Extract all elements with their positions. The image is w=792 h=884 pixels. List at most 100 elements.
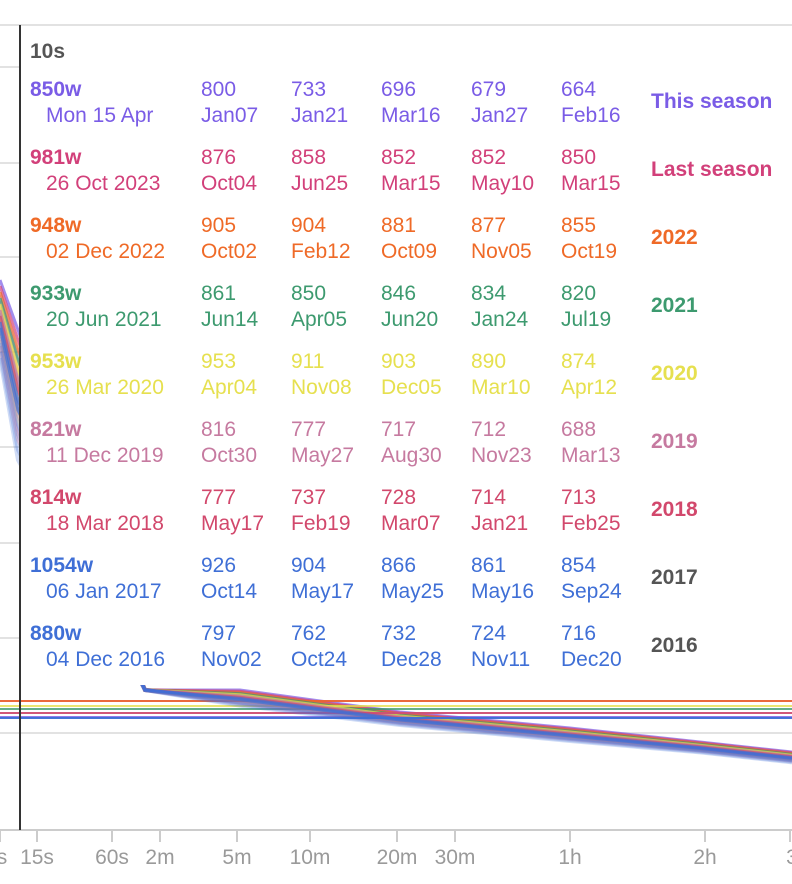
tooltip-row: 933w 20 Jun 2021 861 Jun14 850 Apr05 846…	[21, 281, 792, 341]
effort-date: Mar10	[471, 376, 531, 399]
effort-date: Oct19	[561, 240, 618, 263]
best-date: 20 Jun 2021	[46, 308, 162, 331]
effort-date: Oct30	[201, 444, 258, 467]
effort-value: 861	[201, 282, 237, 305]
effort: 737 Feb19	[291, 485, 351, 537]
effort-value: 712	[471, 418, 507, 441]
effort-value: 852	[381, 146, 417, 169]
best-date: 26 Mar 2020	[46, 376, 164, 399]
effort: 820 Jul19	[561, 281, 611, 333]
tooltip-row: 850w Mon 15 Apr 800 Jan07 733 Jan21 696 …	[21, 77, 792, 137]
effort: 953 Apr04	[201, 349, 257, 401]
effort-date: Jan21	[291, 104, 349, 127]
effort: 850 Mar15	[561, 145, 621, 197]
effort-date: Nov02	[201, 648, 262, 671]
x-tick-label: 1h	[558, 846, 582, 869]
effort-date: Dec05	[381, 376, 442, 399]
effort-value: 762	[291, 622, 327, 645]
effort-value: 724	[471, 622, 507, 645]
effort-value: 728	[381, 486, 417, 509]
effort-date: Mar13	[561, 444, 621, 467]
effort: 890 Mar10	[471, 349, 531, 401]
series-label: 2022	[651, 226, 698, 249]
best-effort: 821w 11 Dec 2019	[30, 417, 164, 469]
effort: 852 May10	[471, 145, 534, 197]
effort-date: Jul19	[561, 308, 612, 331]
effort-value: 797	[201, 622, 237, 645]
effort-date: Jun14	[201, 308, 259, 331]
effort-date: Oct02	[201, 240, 258, 263]
x-tick-label: 2m	[145, 846, 175, 869]
best-effort: 948w 02 Dec 2022	[30, 213, 165, 265]
effort: 861 May16	[471, 553, 534, 605]
series-label: 2018	[651, 498, 698, 521]
best-value: 814w	[30, 486, 82, 509]
series-label: 2021	[651, 294, 698, 317]
effort-date: May17	[201, 512, 265, 535]
x-tick-label: 30m	[434, 846, 476, 869]
effort-date: May27	[291, 444, 355, 467]
effort: 903 Dec05	[381, 349, 442, 401]
x-tick-label: 5m	[222, 846, 252, 869]
best-value: 1054w	[30, 554, 94, 577]
x-tick-label: s	[0, 846, 8, 869]
effort: 713 Feb25	[561, 485, 621, 537]
effort-date: Mar07	[381, 512, 441, 535]
effort-date: Jun20	[381, 308, 439, 331]
effort-value: 903	[381, 350, 417, 373]
best-effort: 814w 18 Mar 2018	[30, 485, 164, 537]
effort-date: Oct09	[381, 240, 438, 263]
tooltip-row: 814w 18 Mar 2018 777 May17 737 Feb19 728…	[21, 485, 792, 545]
effort: 733 Jan21	[291, 77, 348, 129]
effort-date: Dec28	[381, 648, 442, 671]
effort-date: Mar15	[381, 172, 441, 195]
effort-date: Feb25	[561, 512, 621, 535]
effort-value: 876	[201, 146, 237, 169]
effort-value: 890	[471, 350, 507, 373]
best-date: 06 Jan 2017	[46, 580, 162, 603]
effort-value: 926	[201, 554, 237, 577]
effort: 877 Nov05	[471, 213, 532, 265]
effort-date: Nov23	[471, 444, 532, 467]
best-value: 850w	[30, 78, 82, 101]
effort: 926 Oct14	[201, 553, 257, 605]
effort-date: Jan07	[201, 104, 259, 127]
x-tick-label: 15s	[20, 846, 54, 869]
effort-date: May25	[381, 580, 445, 603]
effort-value: 696	[381, 78, 417, 101]
effort-date: Dec20	[561, 648, 622, 671]
best-value: 880w	[30, 622, 82, 645]
effort-value: 855	[561, 214, 597, 237]
effort-date: Nov11	[471, 648, 531, 671]
effort-value: 732	[381, 622, 417, 645]
best-value: 948w	[30, 214, 82, 237]
effort-value: 877	[471, 214, 507, 237]
effort-date: Jan21	[471, 512, 529, 535]
best-effort: 981w 26 Oct 2023	[30, 145, 160, 197]
effort: 717 Aug30	[381, 417, 442, 469]
tooltip-duration: 10s	[30, 40, 66, 63]
effort-value: 850	[291, 282, 327, 305]
effort: 688 Mar13	[561, 417, 621, 469]
effort-value: 716	[561, 622, 597, 645]
effort-date: Feb12	[291, 240, 351, 263]
effort-value: 874	[561, 350, 597, 373]
effort-date: May16	[471, 580, 535, 603]
x-tick-label: 2h	[693, 846, 717, 869]
effort-date: Jan24	[471, 308, 529, 331]
best-effort: 880w 04 Dec 2016	[30, 621, 165, 673]
effort-value: 953	[201, 350, 237, 373]
effort: 904 May17	[291, 553, 354, 605]
best-date: Mon 15 Apr	[46, 104, 154, 127]
effort: 724 Nov11	[471, 621, 530, 673]
effort: 732 Dec28	[381, 621, 442, 673]
effort: 664 Feb16	[561, 77, 621, 129]
best-value: 953w	[30, 350, 82, 373]
series-label: 2017	[651, 566, 698, 589]
effort-date: Apr04	[201, 376, 258, 399]
tooltip-row: 981w 26 Oct 2023 876 Oct04 858 Jun25 852…	[21, 145, 792, 205]
best-effort: 953w 26 Mar 2020	[30, 349, 164, 401]
effort-date: May17	[291, 580, 355, 603]
effort-value: 717	[381, 418, 417, 441]
effort: 905 Oct02	[201, 213, 257, 265]
